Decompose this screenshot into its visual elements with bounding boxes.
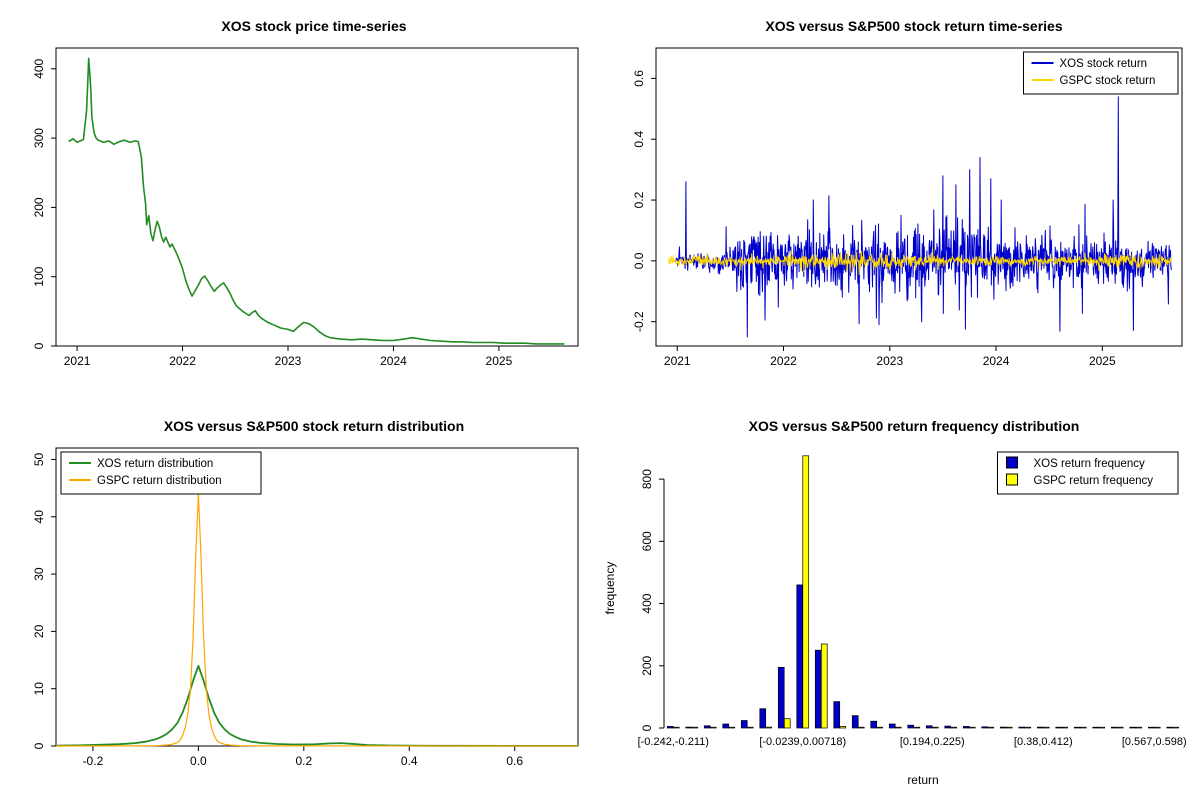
svg-text:0.2: 0.2 <box>295 754 312 768</box>
svg-text:0: 0 <box>640 724 654 731</box>
svg-text:600: 600 <box>640 531 654 551</box>
svg-text:2021: 2021 <box>64 354 91 368</box>
svg-text:2024: 2024 <box>380 354 407 368</box>
svg-text:200: 200 <box>32 197 46 217</box>
svg-text:10: 10 <box>32 682 46 696</box>
svg-text:0.6: 0.6 <box>632 70 646 87</box>
svg-text:0: 0 <box>32 342 46 349</box>
svg-text:2023: 2023 <box>876 354 903 368</box>
price-time-series-chart: 2021 2022 2023 2024 2025 0 100 200 300 400 <box>32 47 579 368</box>
svg-text:300: 300 <box>32 128 46 148</box>
panel-return-distribution: XOS versus S&P500 stock return distribut… <box>0 400 600 800</box>
svg-text:[0.38,0.412): [0.38,0.412) <box>1014 736 1073 748</box>
svg-text:50: 50 <box>32 452 46 466</box>
svg-text:30: 30 <box>32 567 46 581</box>
svg-text:2025: 2025 <box>1089 354 1116 368</box>
svg-text:0.6: 0.6 <box>506 754 523 768</box>
svg-text:0.2: 0.2 <box>632 191 646 208</box>
svg-text:2021: 2021 <box>664 354 691 368</box>
svg-text:XOS return distribution: XOS return distribution <box>97 458 213 470</box>
svg-text:0.0: 0.0 <box>190 754 207 768</box>
svg-text:800: 800 <box>640 469 654 489</box>
svg-text:[-0.0239,0.00718): [-0.0239,0.00718) <box>759 736 846 748</box>
svg-text:-0.2: -0.2 <box>632 311 646 332</box>
svg-text:200: 200 <box>640 655 654 675</box>
svg-text:0: 0 <box>32 742 46 749</box>
return-distribution-chart: -0.2 0.0 0.2 0.4 0.6 0 10 20 30 40 50 XOS return di… <box>32 447 579 768</box>
svg-text:100: 100 <box>32 266 46 286</box>
distribution-chart-title: XOS versus S&P500 stock return distribut… <box>163 418 465 434</box>
panel-price-time-series: XOS stock price time-series 2021 2022 2023… <box>0 0 600 400</box>
svg-text:GSPC stock return: GSPC stock return <box>1060 75 1156 87</box>
svg-text:frequency: frequency <box>603 562 617 615</box>
svg-text:GSPC return distribution: GSPC return distribution <box>97 475 222 487</box>
svg-text:20: 20 <box>32 624 46 638</box>
svg-text:-0.2: -0.2 <box>83 754 104 768</box>
svg-text:[0.194,0.225): [0.194,0.225) <box>900 736 965 748</box>
svg-text:40: 40 <box>32 510 46 524</box>
svg-text:0.4: 0.4 <box>632 131 646 148</box>
svg-text:[0.567,0.598): [0.567,0.598) <box>1122 736 1187 748</box>
panel-return-frequency: XOS versus S&P500 return frequency distr… <box>600 400 1200 800</box>
panel-return-time-series: XOS versus S&P500 stock return time-seri… <box>600 0 1200 400</box>
svg-text:0.4: 0.4 <box>401 754 418 768</box>
svg-text:2022: 2022 <box>770 354 797 368</box>
return-time-series-chart: 2021 2022 2023 2024 2025 -0.2 0.0 0.2 0.4 0.6 XOS … <box>632 47 1183 368</box>
svg-text:400: 400 <box>32 58 46 78</box>
svg-text:2024: 2024 <box>983 354 1010 368</box>
svg-text:2023: 2023 <box>275 354 302 368</box>
svg-text:XOS return frequency: XOS return frequency <box>1034 458 1145 470</box>
svg-text:XOS stock return: XOS stock return <box>1060 58 1148 70</box>
svg-text:400: 400 <box>640 593 654 613</box>
price-chart-title: XOS stock price time-series <box>221 18 407 34</box>
return-frequency-chart: 0 200 400 600 800 [-0.242,-0.211) [-0.0239,0.0… <box>603 451 1187 787</box>
svg-text:return: return <box>907 773 938 787</box>
svg-text:2025: 2025 <box>486 354 513 368</box>
frequency-chart-title: XOS versus S&P500 return frequency distr… <box>748 418 1080 434</box>
svg-text:GSPC return frequency: GSPC return frequency <box>1034 475 1154 487</box>
return-chart-title: XOS versus S&P500 stock return time-seri… <box>765 18 1063 34</box>
svg-text:2022: 2022 <box>169 354 196 368</box>
svg-text:0.0: 0.0 <box>632 252 646 269</box>
svg-text:[-0.242,-0.211): [-0.242,-0.211) <box>638 736 709 748</box>
